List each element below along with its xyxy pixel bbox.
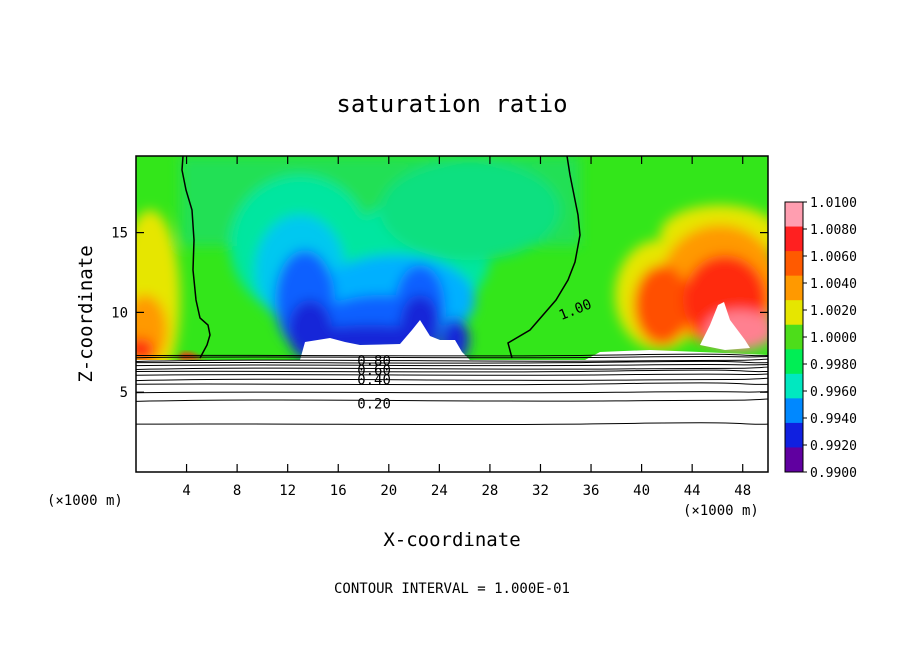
contour-line bbox=[135, 422, 769, 426]
colorbar-swatch bbox=[785, 202, 803, 228]
x-axis-ticks: 4 8 12 16 20 24 28 32 36 40 44 48 bbox=[182, 156, 751, 499]
x-tick-label: 40 bbox=[633, 483, 650, 499]
heatmap-field bbox=[136, 156, 768, 360]
contour-label: 0.40 bbox=[357, 372, 391, 388]
colorbar-label: 0.9940 bbox=[810, 412, 857, 427]
contour-line bbox=[135, 360, 769, 364]
contour-line bbox=[135, 377, 769, 382]
contour-line bbox=[135, 382, 769, 386]
x-tick-label: 48 bbox=[734, 483, 751, 499]
x-tick-label: 24 bbox=[431, 483, 448, 499]
x-tick-label: 16 bbox=[330, 483, 347, 499]
contour-line bbox=[135, 355, 769, 359]
contour-line bbox=[135, 373, 769, 376]
colorbar-swatch bbox=[785, 447, 803, 473]
colorbar-swatch bbox=[785, 275, 803, 301]
x-tick-label: 32 bbox=[532, 483, 549, 499]
contour-line bbox=[135, 353, 769, 357]
colorbar-label: 1.0020 bbox=[810, 304, 857, 319]
x-tick-label: 12 bbox=[279, 483, 296, 499]
colorbar-label: 1.0080 bbox=[810, 223, 857, 238]
contour-line bbox=[135, 363, 769, 367]
x-tick-label: 4 bbox=[182, 483, 190, 499]
y-axis-label: Z-coordinate bbox=[75, 245, 97, 382]
colorbar-swatch bbox=[785, 349, 803, 375]
colorbar-swatch bbox=[785, 373, 803, 399]
x-axis-label: X-coordinate bbox=[383, 529, 520, 551]
contour-line bbox=[135, 366, 769, 370]
x-tick-label: 44 bbox=[684, 483, 701, 499]
colorbar-label: 0.9960 bbox=[810, 385, 857, 400]
x-tick-label: 28 bbox=[481, 483, 498, 499]
colorbar-swatch bbox=[785, 300, 803, 326]
colorbar-swatch bbox=[785, 324, 803, 350]
contour-line bbox=[135, 398, 769, 402]
colorbar: 1.0100 1.0080 1.0060 1.0040 1.0020 1.0000 0.99… bbox=[784, 196, 857, 481]
colorbar-swatch bbox=[785, 251, 803, 277]
x-tick-label: 8 bbox=[233, 483, 241, 499]
colorbar-label: 1.0100 bbox=[810, 196, 857, 211]
y-tick-label: 15 bbox=[111, 226, 128, 242]
colorbar-label: 1.0060 bbox=[810, 250, 857, 265]
y-axis-ticks: 5 10 15 bbox=[111, 226, 768, 401]
x-tick-label: 20 bbox=[380, 483, 397, 499]
contour-label: 0.60 bbox=[357, 363, 391, 379]
contour-label: 0.20 bbox=[357, 396, 391, 412]
lower-region-contours bbox=[135, 353, 769, 426]
x-tick-label: 36 bbox=[583, 483, 600, 499]
colorbar-swatch bbox=[785, 226, 803, 252]
colorbar-label: 0.9920 bbox=[810, 439, 857, 454]
colorbar-swatch bbox=[785, 398, 803, 424]
y-tick-label: 5 bbox=[120, 385, 128, 401]
colorbar-label: 1.0000 bbox=[810, 331, 857, 346]
x-unit-label-left: (×1000 m) bbox=[47, 493, 123, 509]
colorbar-label: 1.0040 bbox=[810, 277, 857, 292]
y-tick-label: 10 bbox=[111, 305, 128, 321]
contour-line bbox=[135, 358, 769, 362]
colorbar-label: 0.9900 bbox=[810, 466, 857, 481]
contour-line bbox=[135, 369, 769, 373]
x-unit-label-right: (×1000 m) bbox=[683, 503, 759, 519]
chart-title: saturation ratio bbox=[336, 90, 567, 118]
contour-label: 0.80 bbox=[357, 353, 391, 369]
contour-interval-note: CONTOUR INTERVAL = 1.000E-01 bbox=[334, 581, 570, 597]
plot-frame bbox=[135, 155, 769, 473]
saturation-contour-left bbox=[181, 155, 211, 359]
colorbar-swatch bbox=[785, 422, 803, 448]
contour-line bbox=[135, 391, 769, 394]
colorbar-label: 0.9980 bbox=[810, 358, 857, 373]
saturation-contour-right bbox=[507, 155, 581, 359]
